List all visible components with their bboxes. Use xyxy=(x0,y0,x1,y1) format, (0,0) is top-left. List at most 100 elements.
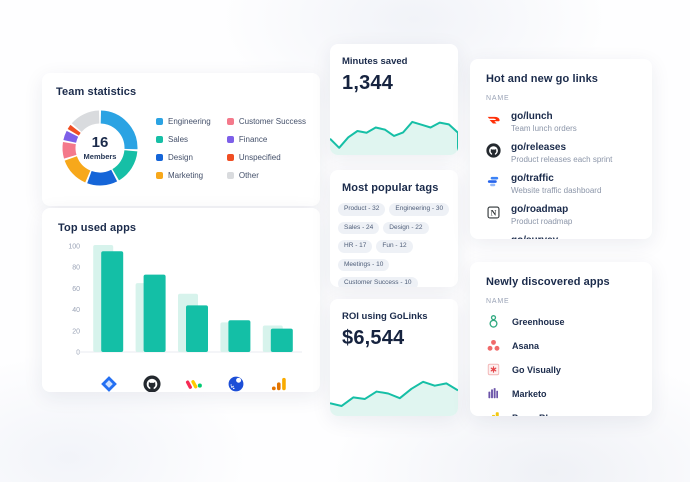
go-link-description: Product releases each sprint xyxy=(511,155,613,164)
discovered-app-row-greenhouse[interactable]: Greenhouse xyxy=(486,314,636,329)
most-popular-tags-card: Most popular tags Product - 32 Engineerin… xyxy=(330,170,458,287)
sparkline-line xyxy=(330,120,458,154)
discovered-app-row-asana[interactable]: Asana xyxy=(486,338,636,353)
legend-item-engineering: Engineering xyxy=(156,117,219,126)
donut-segment-engineering xyxy=(100,110,138,150)
go-link-name[interactable]: go/roadmap xyxy=(511,204,569,215)
legend-swatch xyxy=(156,135,163,143)
go-link-text: go/roadmap Product roadmap xyxy=(511,204,572,226)
google-analytics-icon xyxy=(270,375,288,392)
go-link-text: go/surveyCompany-wide survey xyxy=(511,235,590,239)
go-link-name[interactable]: go/traffic xyxy=(511,173,554,184)
bar-primary-blue-ring-app xyxy=(228,320,251,352)
hot-go-links-card: Hot and new go links NAME go/lunch Team l… xyxy=(470,59,652,239)
go-link-name[interactable]: go/releases xyxy=(511,142,567,153)
tag-pill-design[interactable]: Design - 22 xyxy=(383,221,429,234)
top-used-apps-title: Top used apps xyxy=(58,222,137,234)
tag-pill-sales[interactable]: Sales - 24 xyxy=(338,221,380,234)
legend-label: Sales xyxy=(168,134,189,144)
discovered-app-name: PowerBI xyxy=(512,413,548,417)
discovered-app-name: Marketo xyxy=(512,388,547,399)
tag-pill-product[interactable]: Product - 32 xyxy=(338,203,386,216)
y-axis-tick: 60 xyxy=(72,286,80,293)
roi-value: $6,544 xyxy=(342,327,405,349)
legend-item-other: Other xyxy=(226,170,306,180)
minutes-saved-value: 1,344 xyxy=(342,72,394,94)
legend-swatch xyxy=(226,135,234,143)
legend-item-marketing: Marketing xyxy=(156,171,219,180)
go-link-row-go-lunch[interactable]: go/lunch Team lunch orders xyxy=(486,111,636,133)
go-link-name[interactable]: go/lunch xyxy=(511,111,553,122)
tag-pill-engineering[interactable]: Engineering - 30 xyxy=(389,203,450,216)
discovered-apps-list: Greenhouse Asana Go Visually Marketo PowerBI xyxy=(486,314,636,416)
go-links-list: go/lunch Team lunch orders go/releases Prod… xyxy=(486,111,636,239)
go-link-description: Team lunch orders xyxy=(511,124,577,133)
tag-pill-meetings[interactable]: Meetings - 10 xyxy=(338,258,390,271)
marketo-icon xyxy=(486,386,501,401)
roi-title: ROI using GoLinks xyxy=(342,311,428,322)
donut-center: 16 Members xyxy=(56,104,144,192)
legend-swatch xyxy=(226,153,234,161)
monday-icon xyxy=(185,375,203,392)
legend-item-sales: Sales xyxy=(156,135,219,144)
discovered-app-row-marketo[interactable]: Marketo xyxy=(486,386,636,401)
legend-swatch xyxy=(226,171,234,179)
legend-label: Other xyxy=(238,170,259,180)
apps-name-column-header: NAME xyxy=(486,298,510,305)
blue-ring-app-icon xyxy=(227,375,245,392)
go-links-name-column-header: NAME xyxy=(486,95,510,102)
tag-pill-hr[interactable]: HR - 17 xyxy=(338,240,373,253)
go-link-text: go/releases Product releases each sprint xyxy=(511,142,612,164)
member-count: 16 xyxy=(91,134,109,151)
y-axis-tick: 20 xyxy=(72,328,80,335)
bar-primary-github xyxy=(143,274,166,352)
y-axis-tick: 100 xyxy=(68,244,80,251)
go-link-description: Product roadmap xyxy=(511,217,573,226)
bar-primary-google-analytics xyxy=(270,328,293,352)
donut-segment-other xyxy=(71,110,100,133)
team-statistics-title: Team statistics xyxy=(56,86,137,98)
notion-icon: N xyxy=(486,205,501,220)
y-axis-tick: 80 xyxy=(72,265,80,272)
legend-label: Unspecified xyxy=(238,152,281,162)
sparkline-fill xyxy=(330,381,458,416)
go-link-description: Website traffic dashboard xyxy=(511,186,602,195)
go-link-row-go-survey[interactable]: go/surveyCompany-wide survey xyxy=(486,235,636,239)
newly-discovered-apps-card: Newly discovered apps NAME Greenhouse Asa… xyxy=(470,262,652,416)
asana-icon xyxy=(486,338,501,353)
legend-label: Engineering xyxy=(168,116,211,126)
discovered-app-name: Greenhouse xyxy=(512,316,565,327)
donut-segment-sales xyxy=(112,149,138,181)
legend-swatch xyxy=(156,117,163,125)
most-popular-tags-title: Most popular tags xyxy=(342,182,439,194)
donut-chart-svg xyxy=(62,110,138,186)
discovered-app-name: Asana xyxy=(512,340,540,351)
go-link-row-go-traffic[interactable]: go/traffic Website traffic dashboard xyxy=(486,173,636,195)
y-axis-tick: 0 xyxy=(76,350,80,357)
donut-segment-unspecified xyxy=(67,124,81,136)
newly-discovered-apps-title: Newly discovered apps xyxy=(486,276,610,288)
tag-pill-fun[interactable]: Fun - 12 xyxy=(376,240,413,253)
go-link-name[interactable]: go/survey xyxy=(511,235,590,239)
tag-pill-customer-success[interactable]: Customer Success - 10 xyxy=(338,277,418,287)
sparkline-fill xyxy=(330,121,458,155)
svg-text:N: N xyxy=(491,209,497,218)
legend-label: Customer Success xyxy=(238,116,306,126)
discovered-app-row-go-visually[interactable]: Go Visually xyxy=(486,362,636,377)
donut-segment-customer-success xyxy=(62,142,77,159)
top-used-apps-card: Top used apps 0 20 40 60 80 100 xyxy=(42,208,320,392)
go-link-row-go-releases[interactable]: go/releases Product releases each sprint xyxy=(486,142,636,164)
bar-primary-monday xyxy=(186,305,208,352)
legend-item-finance: Finance xyxy=(226,135,306,144)
greenhouse-icon xyxy=(486,314,501,329)
legend-swatch xyxy=(156,171,163,179)
legend-item-unspecified: Unspecified xyxy=(226,152,306,162)
legend-item-design: Design xyxy=(156,153,219,162)
tags-list: Product - 32 Engineering - 30 Sales - 24 De… xyxy=(338,203,451,287)
minutes-saved-card: Minutes saved 1,344 xyxy=(330,44,458,155)
discovered-app-row-powerbi[interactable]: PowerBI xyxy=(486,410,636,416)
roi-card: ROI using GoLinks $6,544 xyxy=(330,299,458,416)
go-link-text: go/traffic Website traffic dashboard xyxy=(511,173,601,195)
